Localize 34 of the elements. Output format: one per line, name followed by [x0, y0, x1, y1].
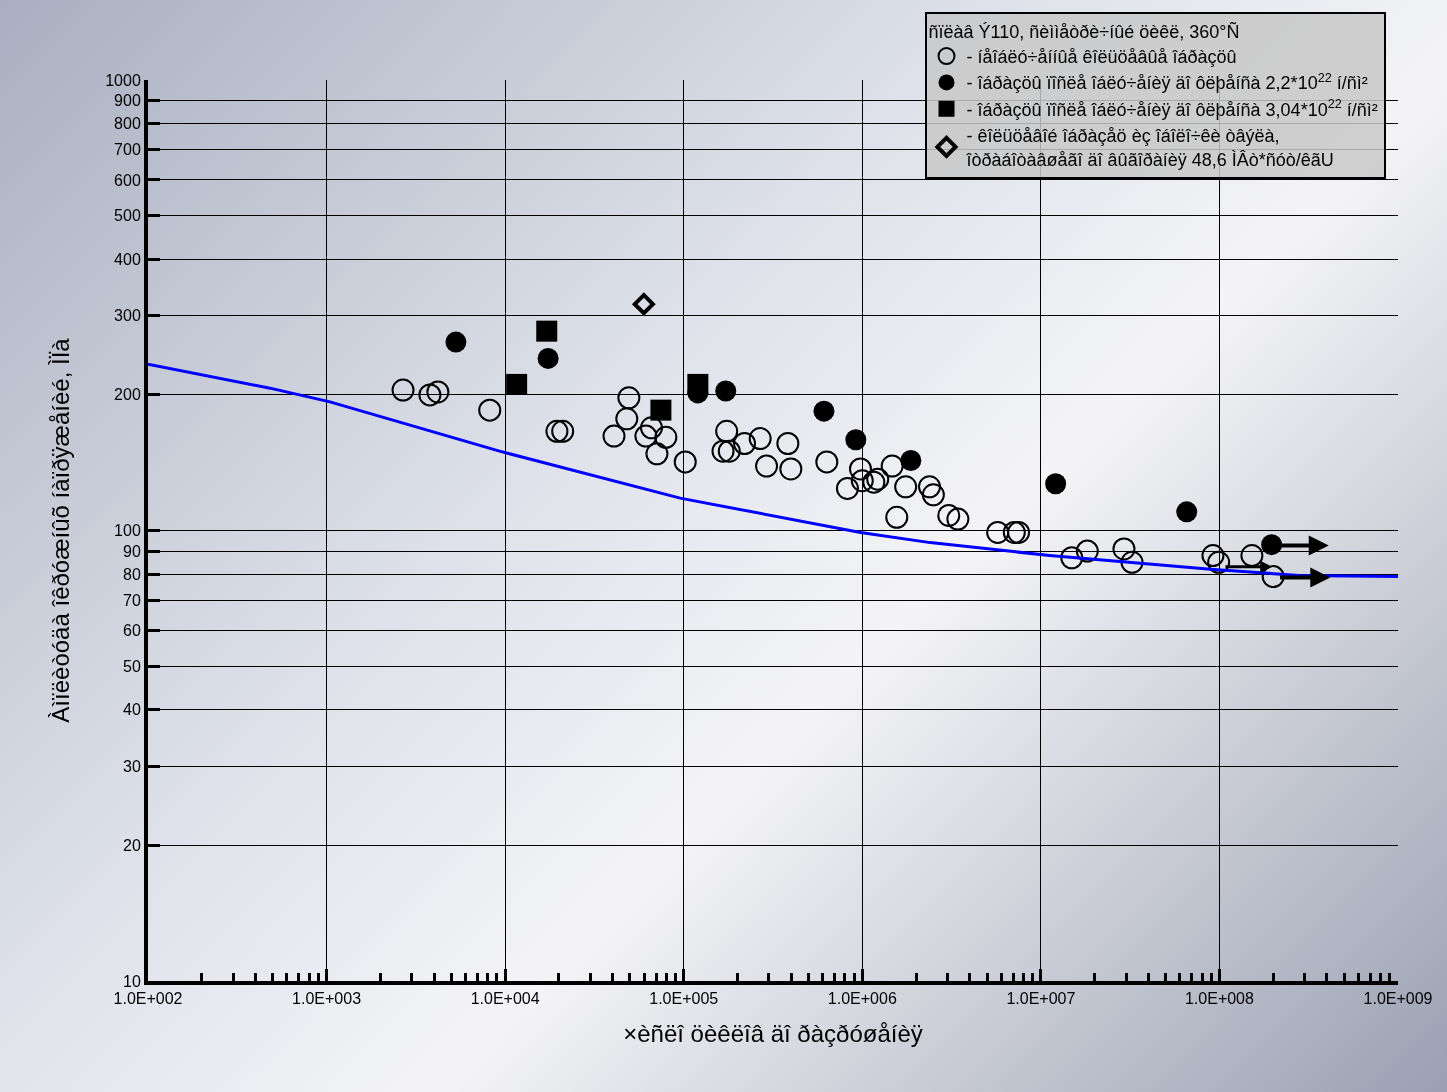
- x-tick-label: 1.0E+004: [470, 990, 540, 1008]
- y-tick-label: 700: [114, 141, 141, 159]
- y-tick-label: 200: [114, 386, 141, 404]
- y-tick-label: 100: [114, 522, 141, 540]
- x-tick-label: 1.0E+007: [1006, 990, 1076, 1008]
- y-tick-label: 400: [114, 250, 141, 268]
- x-tick-label: 1.0E+006: [827, 990, 897, 1008]
- y-tick-label: 300: [114, 307, 141, 325]
- y-axis-title: Àìïëèòóäà îêðóæíûõ íàïðÿæåíèé, ÌÏà: [46, 337, 74, 723]
- y-tick-label: 900: [114, 92, 141, 110]
- y-tick-label: 80: [123, 565, 141, 583]
- x-tick-label: 1.0E+003: [292, 990, 362, 1008]
- legend-label: - êîëüöåâîé îáðàçåö èç îáîëî÷êè òâýëà, îòðàáîòàâøåãî äî âûãîðàíèÿ 48,6 ÌÂò*ñóò/êãU: [965, 126, 1334, 170]
- y-tick-label: 60: [123, 622, 141, 640]
- legend-title: ñïëàâ Ý110, ñèììåòðè÷íûé öèêë, 360°Ñ: [928, 20, 1240, 42]
- legend-label: - îáðàçöû ïîñëå îáëó÷åíèÿ äî ôëþåíñà 2,2*10$^{22}$ í/ñì²: [966, 70, 1368, 94]
- x-tick-label: 1.0E+008: [1184, 990, 1255, 1008]
- y-tick-label: 40: [123, 701, 141, 719]
- y-tick-label: 600: [114, 171, 141, 189]
- x-tick-label: 1.0E+005: [649, 990, 719, 1008]
- x-tick-label: 1.0E+002: [113, 990, 183, 1008]
- y-tick-label: 20: [123, 836, 141, 854]
- y-tick-label: 500: [114, 207, 141, 225]
- y-tick-label: 800: [114, 115, 141, 133]
- y-tick-label: 90: [123, 542, 141, 560]
- y-tick-label: 50: [123, 657, 141, 675]
- y-tick-label: 1000: [105, 71, 141, 89]
- y-tick-label: 10: [123, 972, 141, 990]
- legend-label: - îáðàçöû ïîñëå îáëó÷åíèÿ äî ôëþåíñà 3,04*10$^{22}$ í/ñì²: [966, 97, 1378, 120]
- y-tick-label: 30: [123, 757, 141, 775]
- legend-label: - íåîáëó÷åííûå êîëüöåâûå îáðàçöû: [966, 47, 1237, 68]
- y-tick-label: 70: [123, 591, 141, 609]
- x-axis-title: ×èñëî öèêëîâ äî ðàçðóøåíèÿ: [623, 1020, 923, 1047]
- x-tick-label: 1.0E+009: [1363, 990, 1433, 1008]
